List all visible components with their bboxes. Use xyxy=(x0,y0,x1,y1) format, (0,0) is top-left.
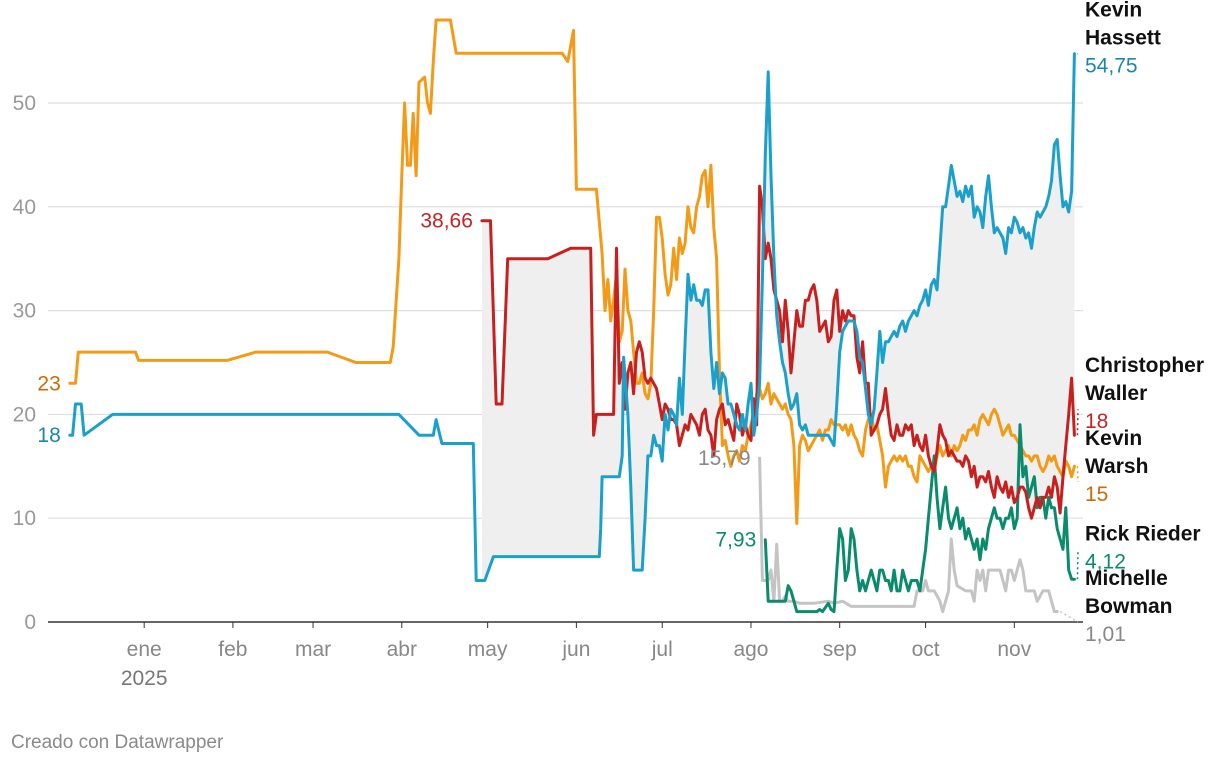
end-label-value-kevin-warsh: 15 xyxy=(1085,483,1108,506)
x-tick-label: nov xyxy=(997,638,1031,661)
end-label-value-kevin-hassett: 54,75 xyxy=(1085,55,1138,78)
start-label-michelle-bowman: 15,79 xyxy=(698,447,751,470)
x-tick-label: jun xyxy=(561,638,590,661)
y-tick-label: 30 xyxy=(13,300,36,323)
series-line-kevin-warsh xyxy=(68,18,1076,525)
end-label-connector-christopher-waller xyxy=(1076,409,1079,436)
x-tick-label: jul xyxy=(651,638,673,661)
start-label-christopher-waller: 38,66 xyxy=(420,210,473,233)
x-axis: ene feb mar abr may jun jul ago sep oct nov 2025 xyxy=(121,622,1032,690)
y-tick-label: 40 xyxy=(13,196,36,219)
x-tick-label: sep xyxy=(823,638,857,661)
y-tick-label: 0 xyxy=(24,611,36,634)
end-label-name-christopher-waller: Waller xyxy=(1085,382,1147,405)
series-line-christopher-waller xyxy=(480,184,1076,520)
credit-text: Creado con Datawrapper xyxy=(11,732,224,753)
start-label-kevin-warsh: 23 xyxy=(37,372,60,395)
x-tick-label: mar xyxy=(295,638,331,661)
end-label-name-kevin-warsh: Warsh xyxy=(1085,455,1148,478)
x-tick-label: may xyxy=(468,638,508,661)
end-label-connector-rick-rieder xyxy=(1076,549,1079,580)
end-label-name-kevin-hassett: Kevin xyxy=(1085,0,1142,22)
y-axis: 0 10 20 30 40 50 xyxy=(13,92,36,634)
x-tick-label: feb xyxy=(218,638,247,661)
end-label-value-michelle-bowman: 1,01 xyxy=(1085,623,1126,646)
start-label-rick-rieder: 7,93 xyxy=(715,529,756,552)
x-year-label: 2025 xyxy=(121,667,168,690)
y-tick-label: 50 xyxy=(13,92,36,115)
end-label-connector-kevin-warsh xyxy=(1076,466,1079,482)
end-label-value-christopher-waller: 18 xyxy=(1085,410,1108,433)
series-line-michelle-bowman xyxy=(758,456,1059,614)
x-tick-label: ene xyxy=(127,638,162,661)
end-label-name-michelle-bowman: Michelle xyxy=(1085,567,1168,590)
series-labels: Kevin Hassett 54,75 18 Christopher Waller 18 38… xyxy=(37,0,1204,646)
series-lines xyxy=(68,18,1076,614)
end-label-name-rick-rieder: Rick Rieder xyxy=(1085,522,1201,545)
end-label-value-rick-rieder: 4,12 xyxy=(1085,550,1126,573)
y-tick-label: 10 xyxy=(13,507,36,530)
x-tick-label: abr xyxy=(387,638,417,661)
series-line-kevin-hassett xyxy=(68,52,1076,582)
x-tick-label: ago xyxy=(733,638,768,661)
end-label-name-michelle-bowman: Bowman xyxy=(1085,595,1173,618)
end-label-name-christopher-waller: Christopher xyxy=(1085,354,1204,377)
end-label-connector-michelle-bowman xyxy=(1059,610,1079,623)
y-tick-label: 20 xyxy=(13,403,36,426)
end-label-name-kevin-warsh: Kevin xyxy=(1085,427,1142,450)
x-tick-label: oct xyxy=(912,638,940,661)
end-label-name-kevin-hassett: Hassett xyxy=(1085,27,1161,50)
start-label-kevin-hassett: 18 xyxy=(37,424,60,447)
